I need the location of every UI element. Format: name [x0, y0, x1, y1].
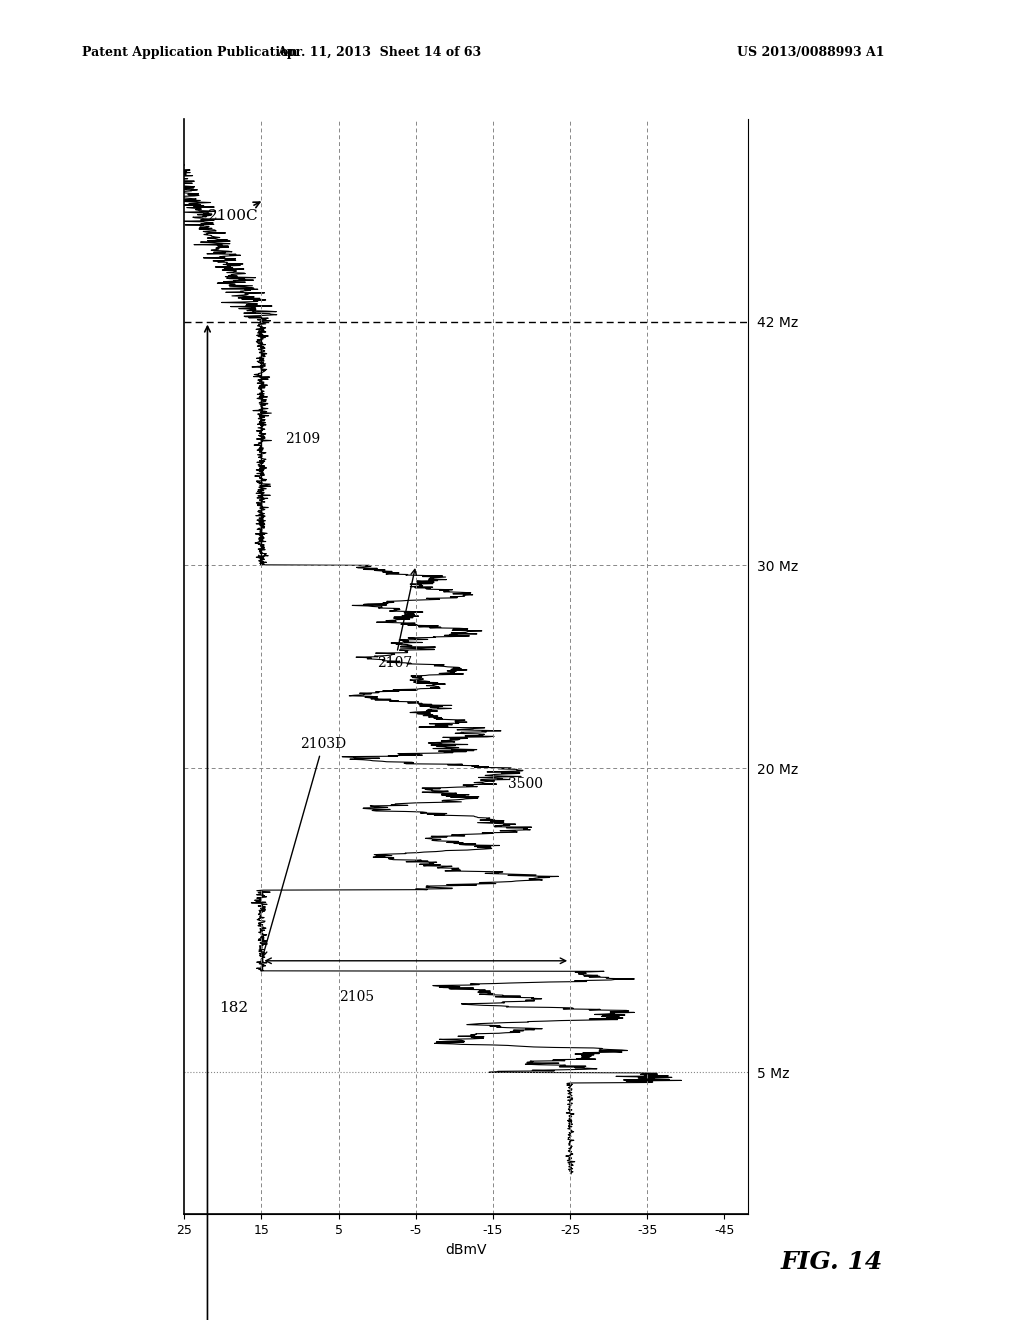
Text: US 2013/0088993 A1: US 2013/0088993 A1	[737, 46, 885, 59]
Text: 182: 182	[219, 1001, 248, 1015]
Text: Apr. 11, 2013  Sheet 14 of 63: Apr. 11, 2013 Sheet 14 of 63	[276, 46, 481, 59]
Text: 2105: 2105	[339, 990, 374, 1005]
Text: 3500: 3500	[508, 777, 544, 791]
Text: 2103D: 2103D	[261, 737, 346, 957]
Text: Patent Application Publication: Patent Application Publication	[82, 46, 297, 59]
X-axis label: dBmV: dBmV	[445, 1242, 486, 1257]
Text: 2107: 2107	[377, 569, 417, 669]
Text: 2109: 2109	[285, 433, 319, 446]
Text: 2100C: 2100C	[208, 202, 260, 223]
Text: FIG. 14: FIG. 14	[781, 1250, 883, 1274]
